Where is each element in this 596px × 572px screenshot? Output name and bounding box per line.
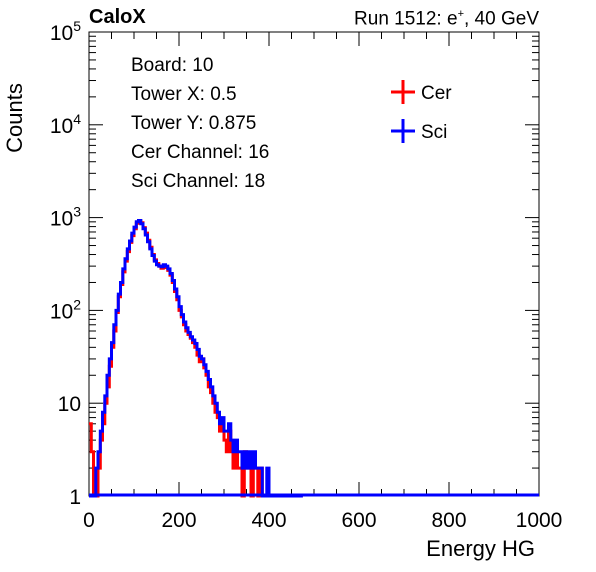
x-tick-label: 600 bbox=[341, 509, 376, 532]
y-tick-label: 105 bbox=[50, 18, 81, 45]
legend-label-sci: Sci bbox=[421, 122, 447, 143]
series-line-cer bbox=[89, 219, 303, 498]
y-tick-label: 102 bbox=[50, 296, 81, 323]
info-line: Board: 10 bbox=[131, 55, 213, 76]
experiment-label: CaloX bbox=[89, 6, 146, 28]
y-axis-label: Counts bbox=[2, 83, 27, 153]
run-text: Run 1512: e bbox=[354, 8, 458, 30]
x-tick-label: 400 bbox=[251, 509, 286, 532]
x-axis-label: Energy HG bbox=[426, 536, 535, 561]
x-tick-label: 200 bbox=[161, 509, 196, 532]
run-sup: + bbox=[457, 8, 464, 20]
x-tick-label: 0 bbox=[83, 509, 95, 532]
x-tick-label: 800 bbox=[431, 509, 466, 532]
info-line: Tower Y: 0.875 bbox=[131, 113, 256, 134]
y-tick-label: 104 bbox=[50, 111, 81, 138]
y-tick-label: 10 bbox=[58, 393, 81, 416]
info-line: Tower X: 0.5 bbox=[131, 84, 237, 105]
y-tick-label: 103 bbox=[50, 204, 81, 231]
run-tail: , 40 GeV bbox=[464, 8, 539, 30]
x-tick-label: 1000 bbox=[516, 509, 563, 532]
info-line: Sci Channel: 18 bbox=[131, 171, 265, 192]
y-tick-label: 1 bbox=[69, 486, 81, 509]
run-label: Run 1512: e+, 40 GeV bbox=[354, 8, 539, 30]
legend-label-cer: Cer bbox=[421, 83, 452, 104]
info-line: Cer Channel: 16 bbox=[131, 142, 269, 163]
series-line-sci bbox=[89, 219, 303, 498]
